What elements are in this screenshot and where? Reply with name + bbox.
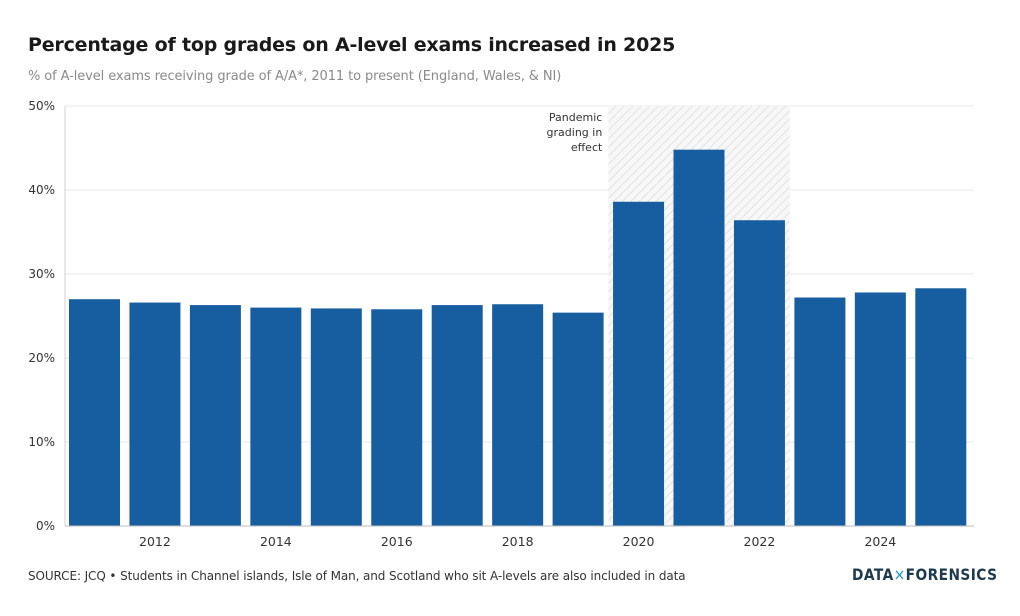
x-tick-label: 2014 bbox=[260, 534, 292, 549]
data-forensics-logo: DATA×FORENSICS bbox=[852, 565, 997, 584]
x-tick-label: 2018 bbox=[502, 534, 534, 549]
x-tick-label: 2024 bbox=[864, 534, 896, 549]
bar-2015 bbox=[310, 308, 362, 526]
logo-x-icon: × bbox=[893, 565, 906, 584]
y-tick-label: 0% bbox=[36, 519, 55, 533]
bar-2021 bbox=[673, 149, 725, 526]
bar-2023 bbox=[794, 297, 846, 526]
bar-2013 bbox=[189, 305, 241, 526]
bar-chart: Pandemic grading in effect 0% 10% 20% 30% 40% 5… bbox=[28, 99, 974, 549]
x-tick-label: 2022 bbox=[744, 534, 776, 549]
bar-2019 bbox=[552, 312, 604, 526]
pandemic-annotation-line: grading in bbox=[547, 126, 603, 139]
pandemic-annotation-line: effect bbox=[571, 141, 603, 154]
x-tick-label: 2016 bbox=[381, 534, 413, 549]
bar-2018 bbox=[492, 304, 544, 526]
y-tick-label: 40% bbox=[28, 183, 55, 197]
bar-2022 bbox=[733, 220, 785, 527]
logo-forensics-text: FORENSICS bbox=[905, 565, 998, 584]
y-tick-label: 20% bbox=[28, 351, 55, 365]
bar-2020 bbox=[613, 201, 665, 526]
logo-data-text: DATA bbox=[852, 565, 894, 584]
pandemic-annotation-line: Pandemic bbox=[549, 111, 602, 124]
bar-2012 bbox=[129, 302, 181, 526]
chart-title: Percentage of top grades on A-level exam… bbox=[28, 34, 676, 56]
bar-2016 bbox=[371, 309, 423, 526]
source-note: SOURCE: JCQ • Students in Channel island… bbox=[28, 569, 686, 583]
y-tick-label: 50% bbox=[28, 99, 55, 113]
x-tick-label: 2012 bbox=[139, 534, 171, 549]
bar-2011 bbox=[69, 299, 120, 526]
chart-subtitle: % of A-level exams receiving grade of A/… bbox=[28, 69, 562, 84]
bar-2017 bbox=[431, 305, 483, 526]
bar-2025 bbox=[915, 288, 967, 526]
y-tick-label: 30% bbox=[28, 267, 55, 281]
bar-2014 bbox=[250, 307, 302, 526]
bar-2024 bbox=[854, 292, 906, 526]
x-tick-label: 2020 bbox=[623, 534, 655, 549]
y-tick-label: 10% bbox=[28, 435, 55, 449]
